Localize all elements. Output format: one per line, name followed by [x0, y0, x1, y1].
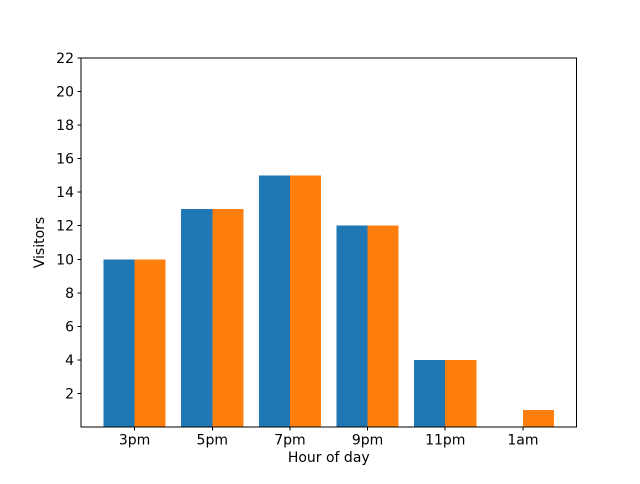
- bars-group: [103, 175, 554, 427]
- plot-border: [80, 57, 577, 428]
- x-tick-label-3pm: 3pm: [119, 433, 150, 449]
- bar-series2-5pm: [212, 208, 244, 427]
- y-tick-label-10: 10: [56, 252, 74, 268]
- y-axis-label: Visitors: [32, 217, 48, 268]
- x-axis-ticks: 3pm 5pm 7pm 9pm 11pm 1am: [119, 427, 538, 449]
- bar-series2-3pm: [134, 259, 166, 427]
- bar-series2-11pm: [445, 359, 477, 427]
- bar-series2-1am: [522, 410, 554, 427]
- bar-series2-7pm: [289, 175, 321, 427]
- bar-series1-9pm: [336, 225, 368, 427]
- bar-series1-3pm: [103, 259, 135, 427]
- y-tick-label-2: 2: [65, 386, 74, 402]
- y-tick-label-6: 6: [65, 319, 74, 335]
- y-tick-label-20: 20: [56, 85, 74, 101]
- y-tick-label-14: 14: [56, 185, 74, 201]
- x-tick-label-9pm: 9pm: [352, 433, 383, 449]
- bar-series1-7pm: [258, 175, 290, 427]
- y-axis-ticks: 2 4 6 8 10 12 14 16 18 20 22: [56, 51, 81, 402]
- y-tick-label-4: 4: [65, 353, 74, 369]
- x-axis-label: Hour of day: [288, 450, 370, 466]
- x-tick-label-7pm: 7pm: [274, 433, 305, 449]
- bar-series2-9pm: [367, 225, 399, 427]
- bar-series1-11pm: [414, 359, 446, 427]
- x-tick-label-5pm: 5pm: [197, 433, 228, 449]
- x-tick-label-11pm: 11pm: [425, 433, 465, 449]
- y-tick-label-22: 22: [56, 51, 74, 67]
- y-tick-label-16: 16: [56, 152, 74, 168]
- y-tick-label-8: 8: [65, 286, 74, 302]
- bar-series1-5pm: [181, 208, 213, 427]
- y-tick-label-12: 12: [56, 219, 74, 235]
- x-tick-label-1am: 1am: [507, 433, 538, 449]
- y-tick-label-18: 18: [56, 118, 74, 134]
